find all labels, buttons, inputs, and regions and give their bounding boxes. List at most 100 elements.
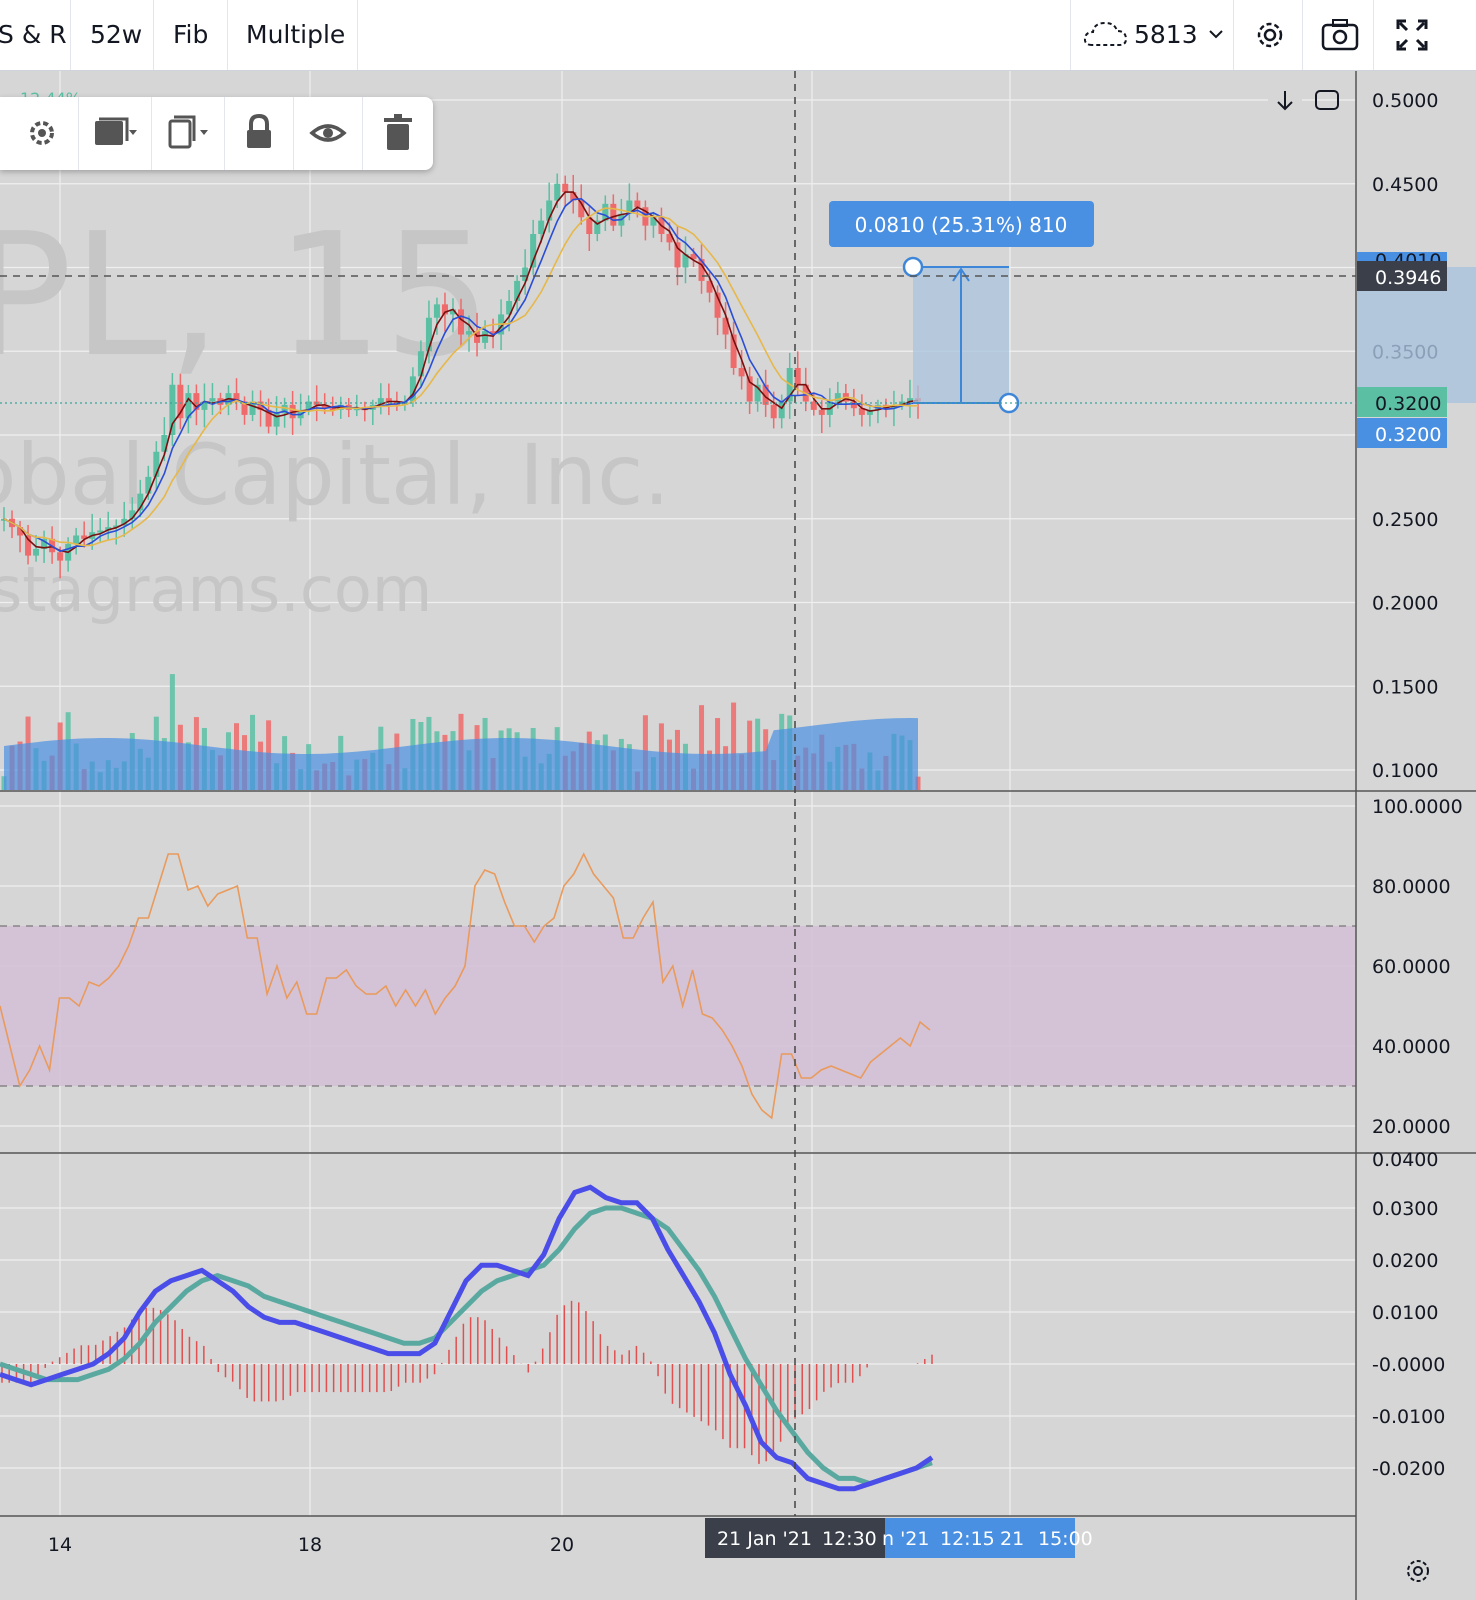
- toolbar-divider: [227, 0, 228, 70]
- candle-body: [81, 535, 88, 539]
- measure-label-box: [829, 201, 1094, 247]
- eye-icon: [309, 124, 347, 142]
- cloud-icon[interactable]: [1082, 15, 1130, 55]
- toolbar-divider: [1233, 0, 1234, 70]
- candle-body: [25, 535, 32, 556]
- toolbar-divider: [1302, 0, 1303, 70]
- price-tick-label: 0.4500: [1372, 174, 1438, 196]
- fullscreen-icon[interactable]: [1392, 15, 1432, 55]
- 52w-button[interactable]: 52w: [90, 20, 143, 49]
- volume-bars: [1, 674, 921, 790]
- candle-body: [778, 401, 785, 419]
- candle-body: [794, 368, 801, 385]
- price-tags: 0.4010 0.3946 0.3200 0.3200: [1357, 250, 1476, 448]
- camera-icon[interactable]: [1320, 15, 1360, 55]
- ma-slow-line: [3, 207, 918, 547]
- candle-body: [385, 398, 392, 402]
- candle-body: [634, 200, 641, 208]
- candle-body: [41, 538, 48, 549]
- candle-body: [690, 254, 697, 260]
- time-tag-range-end: 15:00: [1038, 1528, 1093, 1550]
- top-toolbar: S & R 52w Fib Multiple 5813: [0, 0, 1476, 71]
- candle-body: [193, 393, 200, 410]
- candle-body: [666, 234, 673, 243]
- candle-body: [113, 525, 120, 528]
- rsi-tick-label: 40.0000: [1372, 1036, 1451, 1058]
- candle-body: [770, 404, 777, 419]
- multiple-button[interactable]: Multiple: [246, 20, 346, 49]
- lock-button[interactable]: [225, 97, 293, 170]
- candle-body: [129, 510, 136, 519]
- toolbar-divider: [70, 0, 71, 70]
- candle-body: [818, 409, 825, 415]
- toolbar-divider: [153, 0, 154, 70]
- candle-body: [602, 203, 609, 221]
- rsi-tick-label: 60.0000: [1372, 956, 1451, 978]
- measure-tool[interactable]: 0.0810 (25.31%) 810: [829, 201, 1094, 414]
- fib-button[interactable]: Fib: [173, 20, 209, 49]
- candle-body: [458, 309, 464, 335]
- candle-body: [73, 535, 80, 544]
- candle-body: [249, 401, 256, 415]
- time-tag-range: n '21: [882, 1528, 929, 1550]
- candle-body: [257, 401, 264, 410]
- arrow-down-icon[interactable]: [1268, 84, 1302, 118]
- price-tick-label: 0.1500: [1372, 676, 1438, 698]
- candle-body: [546, 200, 553, 221]
- candle-body: [305, 401, 312, 410]
- chevron-down-icon[interactable]: [1206, 15, 1226, 55]
- watermark-symbol: PL, 15: [0, 197, 492, 395]
- lock-icon: [247, 113, 271, 148]
- candle-body: [185, 393, 192, 419]
- price-tag-crosshair-bg: [1357, 261, 1447, 291]
- candle-body: [562, 183, 569, 193]
- candle-body: [650, 217, 657, 226]
- candle-body: [137, 493, 144, 511]
- rsi-tick-label: 80.0000: [1372, 876, 1451, 898]
- candle-body: [281, 404, 288, 414]
- macd-pane: [0, 1184, 934, 1492]
- drawing-toolbar: [0, 97, 433, 170]
- square-icon[interactable]: [1315, 90, 1339, 110]
- gear-icon[interactable]: [1250, 15, 1290, 55]
- volume-bar: [169, 674, 175, 790]
- candle-body: [610, 203, 617, 226]
- candle-body: [169, 384, 176, 435]
- visibility-button[interactable]: [294, 97, 362, 170]
- volume-bar: [699, 705, 705, 790]
- clone-button[interactable]: [152, 97, 224, 170]
- candle-body: [682, 254, 689, 268]
- candle-body: [514, 280, 521, 301]
- candle-body: [570, 192, 577, 201]
- time-tick-label: 14: [48, 1534, 72, 1556]
- settings-button[interactable]: [0, 97, 78, 170]
- candle-body: [425, 317, 432, 352]
- candle-body: [538, 220, 545, 234]
- candle-body: [409, 376, 416, 402]
- time-axis[interactable]: 14 18 20: [48, 1534, 574, 1556]
- candle-body: [433, 304, 440, 318]
- candle-body: [57, 552, 64, 561]
- sr-button[interactable]: S & R: [0, 20, 67, 49]
- cloud-value[interactable]: 5813: [1134, 20, 1198, 49]
- candle-body: [482, 331, 489, 343]
- candle-body: [153, 451, 160, 477]
- candle-body: [105, 527, 112, 531]
- time-tick-label: 20: [550, 1534, 574, 1556]
- time-tag-range-time: 12:15: [940, 1528, 995, 1550]
- candle-body: [722, 317, 729, 335]
- candle-body: [698, 259, 705, 281]
- moving-averages: [3, 191, 919, 554]
- price-tag-bid-bg: [1357, 418, 1447, 448]
- candle-body: [441, 304, 448, 315]
- candle-body: [321, 404, 328, 409]
- candle-body: [522, 267, 529, 281]
- chart-canvas[interactable]: PL, 15 obal Capital, Inc. stagrams.com 1…: [0, 71, 1476, 1600]
- delete-button[interactable]: [363, 97, 433, 170]
- macd-tick-label: -0.0100: [1372, 1406, 1445, 1428]
- layers-button[interactable]: [79, 97, 151, 170]
- candle-body: [417, 351, 424, 377]
- settings-icon[interactable]: [1407, 1560, 1429, 1582]
- rsi-pane: [0, 852, 1356, 1120]
- trash-icon: [384, 114, 412, 150]
